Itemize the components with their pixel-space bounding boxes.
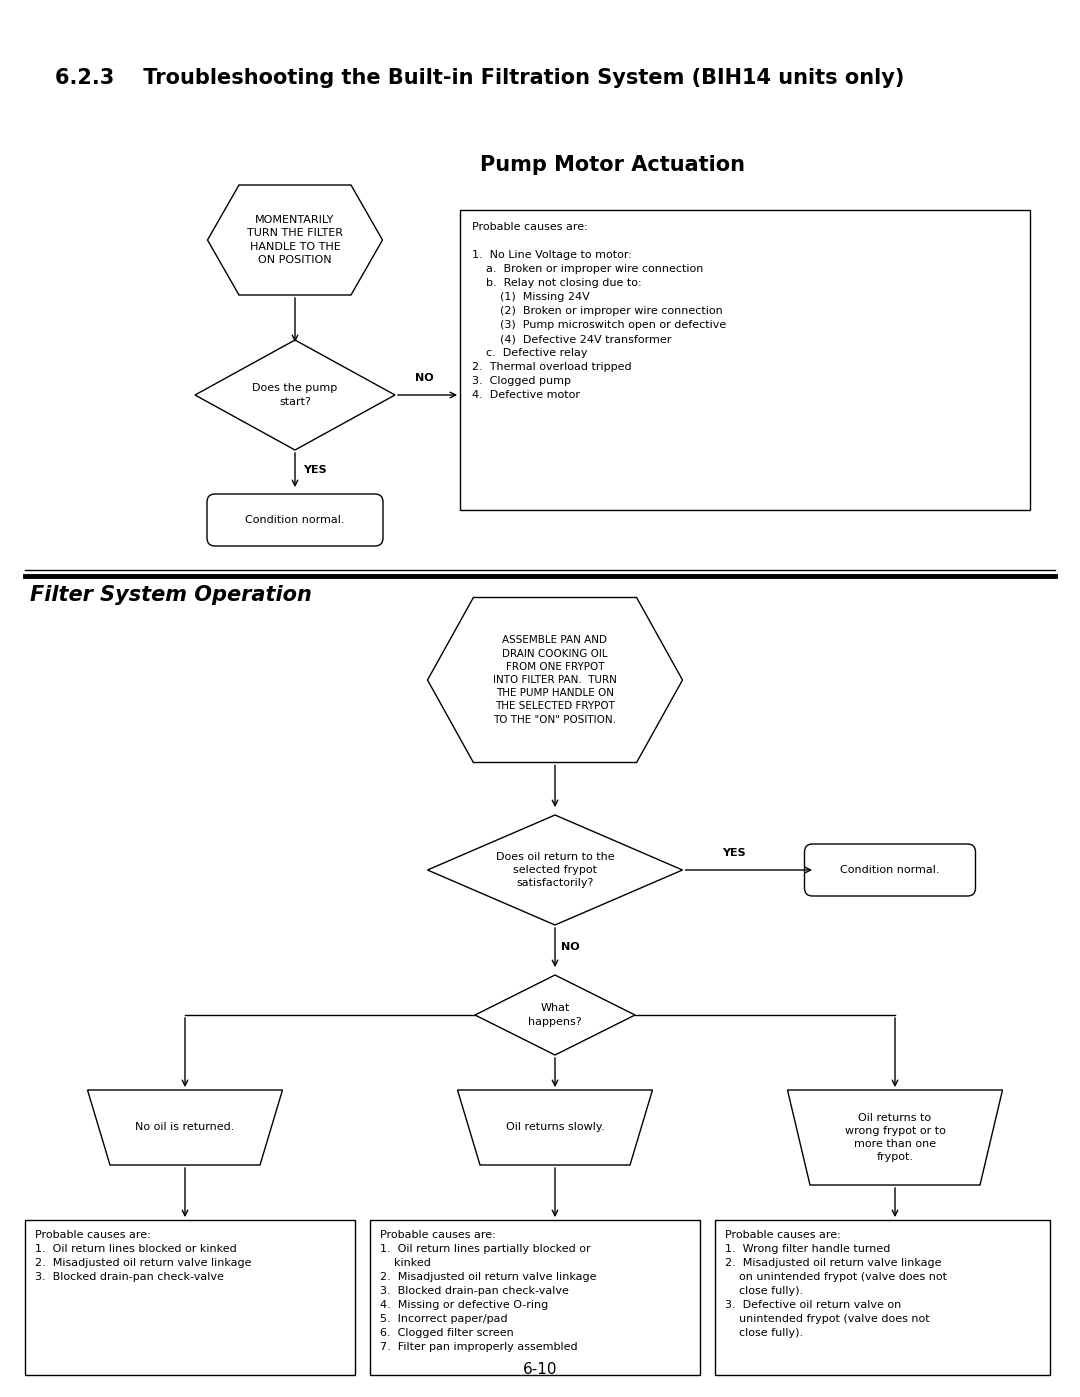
Polygon shape: [787, 1090, 1002, 1185]
Text: NO: NO: [415, 373, 433, 383]
Text: No oil is returned.: No oil is returned.: [135, 1123, 234, 1133]
Bar: [370, 1220, 700, 1375]
Text: What
happens?: What happens?: [528, 1003, 582, 1027]
Text: Oil returns slowly.: Oil returns slowly.: [505, 1123, 604, 1133]
Polygon shape: [428, 598, 683, 763]
Polygon shape: [195, 339, 395, 450]
Text: NO: NO: [561, 943, 580, 953]
Text: Oil returns to
wrong frypot or to
more than one
frypot.: Oil returns to wrong frypot or to more t…: [845, 1112, 945, 1162]
Polygon shape: [428, 814, 683, 925]
Polygon shape: [458, 1090, 652, 1165]
Text: Pump Motor Actuation: Pump Motor Actuation: [480, 155, 745, 175]
Text: Condition normal.: Condition normal.: [245, 515, 345, 525]
Polygon shape: [475, 975, 635, 1055]
Polygon shape: [207, 184, 382, 295]
Text: ASSEMBLE PAN AND
DRAIN COOKING OIL
FROM ONE FRYPOT
INTO FILTER PAN.  TURN
THE PU: ASSEMBLE PAN AND DRAIN COOKING OIL FROM …: [494, 636, 617, 725]
Text: Does the pump
start?: Does the pump start?: [253, 383, 338, 407]
Text: Probable causes are:
1.  Oil return lines partially blocked or
    kinked
2.  Mi: Probable causes are: 1. Oil return lines…: [380, 1229, 596, 1352]
Polygon shape: [87, 1090, 283, 1165]
Text: YES: YES: [303, 465, 326, 475]
Text: Probable causes are:

1.  No Line Voltage to motor:
    a.  Broken or improper w: Probable causes are: 1. No Line Voltage …: [472, 222, 726, 400]
Text: YES: YES: [723, 848, 746, 858]
Text: Filter System Operation: Filter System Operation: [30, 585, 312, 605]
Text: Probable causes are:
1.  Oil return lines blocked or kinked
2.  Misadjusted oil : Probable causes are: 1. Oil return lines…: [35, 1229, 252, 1282]
Text: MOMENTARILY
TURN THE FILTER
HANDLE TO THE
ON POSITION: MOMENTARILY TURN THE FILTER HANDLE TO TH…: [247, 215, 343, 265]
FancyBboxPatch shape: [805, 844, 975, 895]
Bar: [715, 1220, 1050, 1375]
Text: Probable causes are:
1.  Wrong filter handle turned
2.  Misadjusted oil return v: Probable causes are: 1. Wrong filter han…: [725, 1229, 947, 1338]
Text: Condition normal.: Condition normal.: [840, 865, 940, 875]
Text: Does oil return to the
selected frypot
satisfactorily?: Does oil return to the selected frypot s…: [496, 852, 615, 888]
Text: 6-10: 6-10: [523, 1362, 557, 1377]
Bar: [25, 1220, 355, 1375]
Bar: [460, 210, 1030, 510]
FancyBboxPatch shape: [207, 495, 383, 546]
Text: 6.2.3    Troubleshooting the Built-in Filtration System (BIH14 units only): 6.2.3 Troubleshooting the Built-in Filtr…: [55, 68, 904, 88]
